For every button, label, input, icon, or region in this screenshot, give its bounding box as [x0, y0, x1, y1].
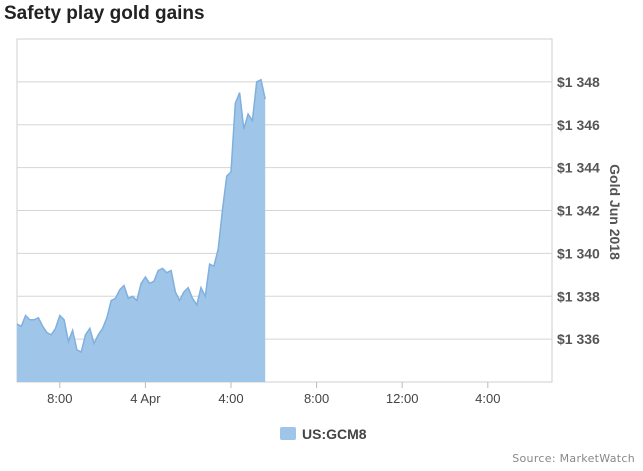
x-tick-label: 4:00 — [475, 391, 500, 406]
grid — [16, 38, 553, 383]
y-tick-label: $1 336 — [557, 331, 600, 347]
y-axis-label: Gold Jun 2018 — [607, 164, 623, 260]
y-tick-label: $1 348 — [557, 74, 600, 90]
x-tick-label: 4:00 — [218, 391, 243, 406]
source-note: Source: MarketWatch — [512, 452, 635, 465]
legend-swatch — [280, 427, 296, 440]
x-tick-label: 8:00 — [47, 391, 72, 406]
y-axis-ticks: $1 336 $1 338 $1 340 $1 342 $1 344 $1 346 $1 3… — [557, 74, 600, 347]
x-tick-label: 8:00 — [304, 391, 329, 406]
chart-title: Safety play gold gains — [4, 3, 205, 24]
series-area — [17, 79, 266, 382]
y-tick-label: $1 344 — [557, 160, 600, 176]
y-tick-label: $1 346 — [557, 117, 600, 133]
y-tick-label: $1 340 — [557, 245, 600, 261]
y-tick-label: $1 342 — [557, 203, 600, 219]
y-tick-label: $1 338 — [557, 288, 600, 304]
series-line — [16, 78, 266, 354]
plot-area — [16, 78, 266, 382]
legend-label: US:GCM8 — [302, 426, 367, 442]
legend[interactable]: US:GCM8 — [280, 426, 367, 442]
x-tick-label: 12:00 — [386, 391, 419, 406]
x-axis-ticks: 8:00 4 Apr 4:00 8:00 12:00 4:00 — [47, 382, 500, 406]
x-tick-label: 4 Apr — [130, 391, 161, 406]
